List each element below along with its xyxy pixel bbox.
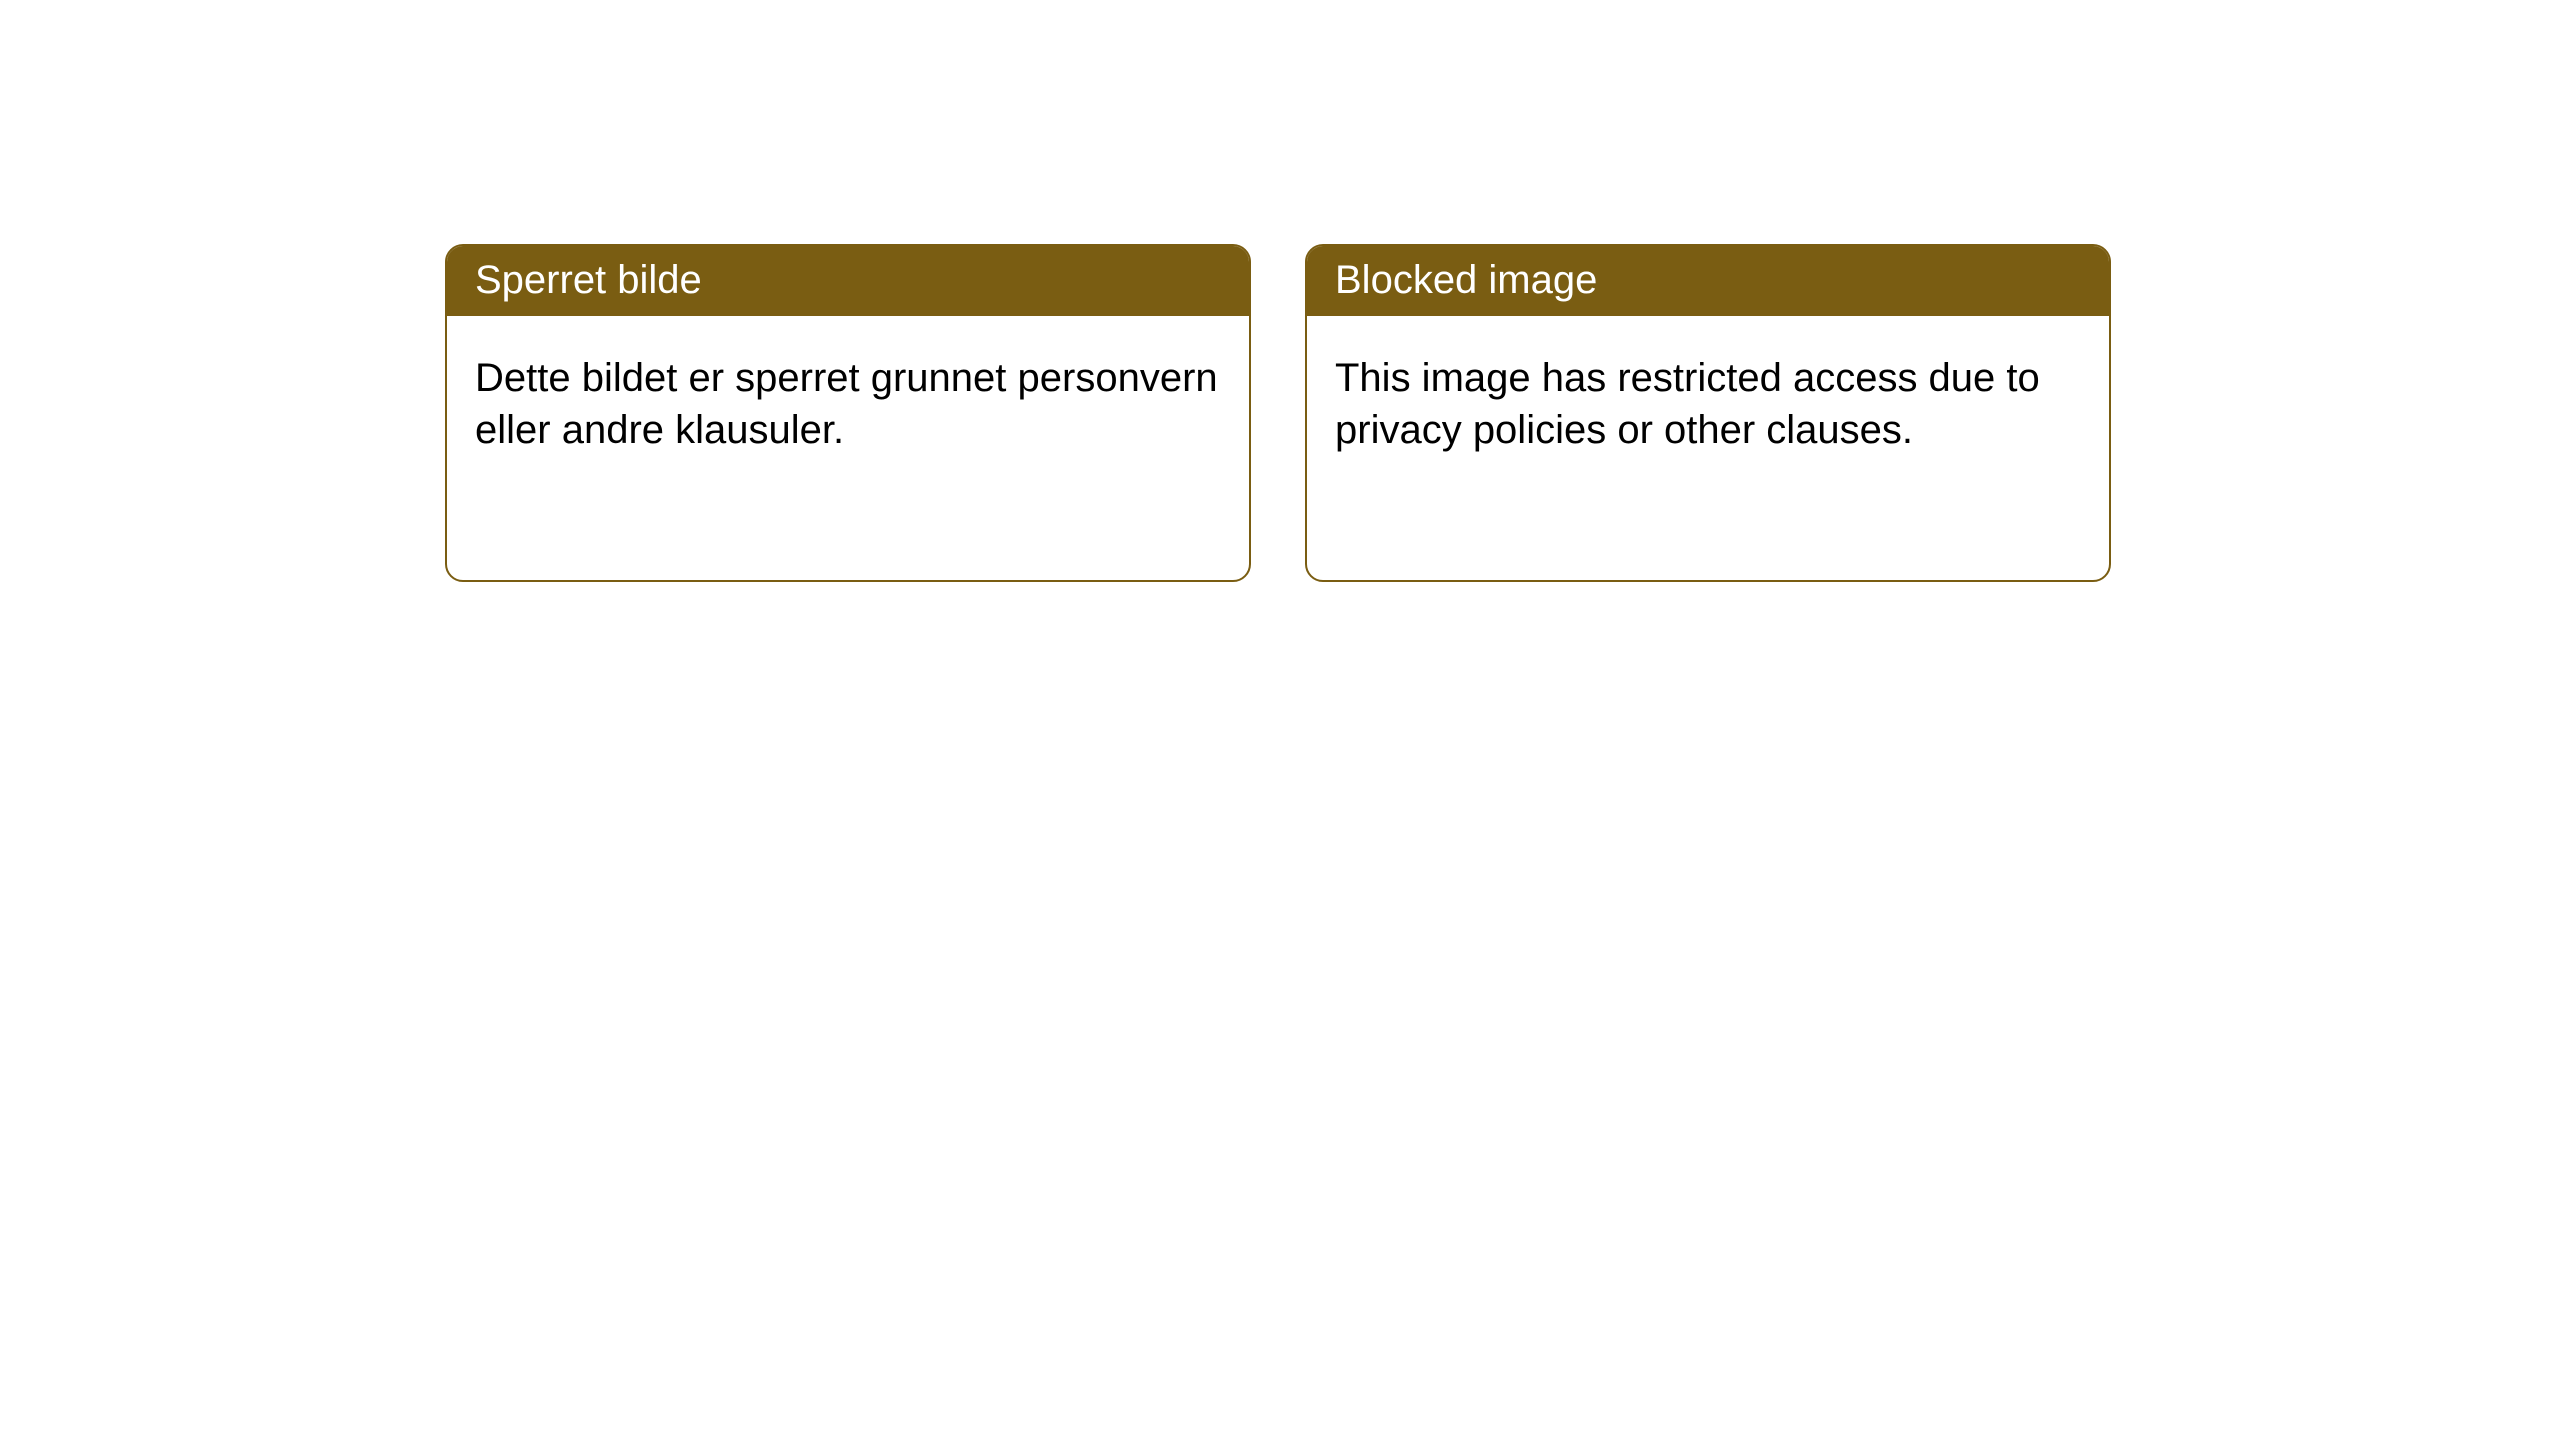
notice-header: Blocked image bbox=[1307, 246, 2109, 316]
notice-box-english: Blocked image This image has restricted … bbox=[1305, 244, 2111, 582]
notices-container: Sperret bilde Dette bildet er sperret gr… bbox=[0, 0, 2560, 582]
notice-box-norwegian: Sperret bilde Dette bildet er sperret gr… bbox=[445, 244, 1251, 582]
notice-header: Sperret bilde bbox=[447, 246, 1249, 316]
notice-body: This image has restricted access due to … bbox=[1307, 316, 2109, 484]
notice-body: Dette bildet er sperret grunnet personve… bbox=[447, 316, 1249, 484]
